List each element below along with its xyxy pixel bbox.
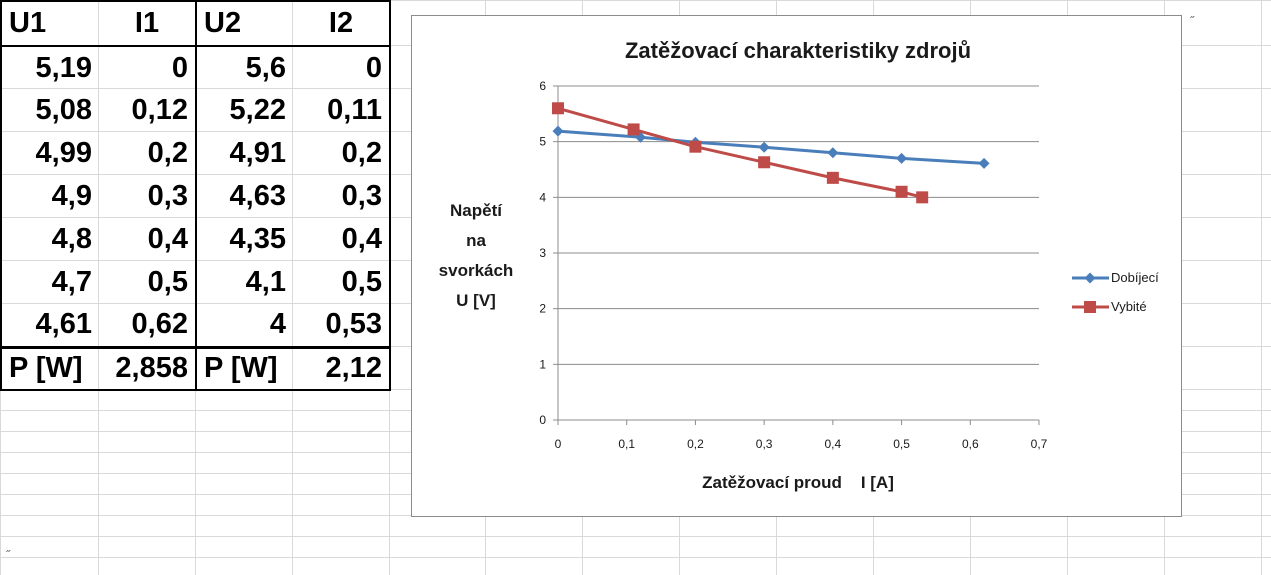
power-row: P [W] 2,858 P [W] 2,12 xyxy=(0,345,391,391)
x-tick-label: 0,3 xyxy=(756,437,773,451)
y-tick-label: 5 xyxy=(539,135,546,149)
y-axis-label: svorkách xyxy=(439,261,514,280)
power-value-cell[interactable]: 2,858 xyxy=(99,345,196,391)
y-tick-label: 2 xyxy=(539,302,546,316)
table-cell[interactable]: 4,7 xyxy=(0,261,99,304)
power-label-cell[interactable]: P [W] xyxy=(0,345,99,391)
data-point-marker xyxy=(689,140,702,153)
table-row: 4,99 0,2 4,91 0,2 xyxy=(0,132,391,175)
legend-label: Vybité xyxy=(1111,299,1147,314)
table-cell[interactable]: 0,3 xyxy=(293,175,391,218)
data-point-marker xyxy=(758,156,771,169)
table-cell[interactable]: 0,5 xyxy=(147,266,188,298)
measurement-table: U1 I1 U2 I2 5,19 0 5,6 0 5,08 0,12 5,22 0,11 4,99 0,2… xyxy=(0,0,391,391)
table-row: 4,9 0,3 4,63 0,3 xyxy=(0,175,391,218)
table-header-cell[interactable]: U2 xyxy=(195,0,293,47)
data-point-marker xyxy=(758,141,770,153)
table-cell[interactable]: 5,6 xyxy=(195,46,293,89)
x-axis-label: Zatěžovací proud I [A] xyxy=(702,473,894,492)
table-cell[interactable]: 4,35 xyxy=(195,218,293,261)
x-tick-label: 0,7 xyxy=(1031,437,1048,451)
table-cell[interactable]: 0,4 xyxy=(293,218,391,261)
table-cell[interactable]: 0,11 xyxy=(293,89,391,132)
legend-swatch-marker xyxy=(1084,272,1096,284)
chart-title: Zatěžovací charakteristiky zdrojů xyxy=(625,38,971,63)
table-cell[interactable]: 4,63 xyxy=(195,175,293,218)
y-axis-label: Napětí xyxy=(450,201,503,220)
data-point-marker xyxy=(552,125,564,137)
table-cell[interactable]: 0,53 xyxy=(293,304,391,347)
data-point-marker xyxy=(552,102,564,115)
table-cell[interactable]: 0,3 xyxy=(147,180,188,212)
table-cell[interactable]: 0,5 xyxy=(293,261,391,304)
x-tick-label: 0,1 xyxy=(618,437,635,451)
data-point-marker xyxy=(627,123,640,136)
table-header-cell[interactable]: I2 xyxy=(293,0,391,47)
y-tick-label: 6 xyxy=(539,79,546,93)
power-value-cell[interactable]: 2,12 xyxy=(293,345,391,391)
y-tick-label: 1 xyxy=(539,357,546,371)
table-cell[interactable]: 0,2 xyxy=(293,132,391,175)
table-cell[interactable]: 0,2 xyxy=(147,137,188,169)
chart-svg: Zatěžovací charakteristiky zdrojů 0 1 2 3 4 5 6… xyxy=(439,38,1159,492)
table-row: 4,8 0,4 4,35 0,4 xyxy=(0,218,391,261)
table-cell[interactable]: 4,91 xyxy=(195,132,293,175)
x-tick-label: 0,2 xyxy=(687,437,704,451)
legend-label: Dobíjecí xyxy=(1111,270,1159,285)
data-point-marker xyxy=(978,157,990,169)
table-cell[interactable]: 4,99 xyxy=(0,132,99,175)
x-tick-label: 0,6 xyxy=(962,437,979,451)
x-tick-label: 0,5 xyxy=(893,437,910,451)
table-row: 4,61 0,62 4 0,53 xyxy=(0,304,391,347)
table-cell[interactable]: 0,62 xyxy=(131,308,188,341)
data-point-marker xyxy=(916,191,929,204)
cell-mark-bottom-left: ˝ xyxy=(6,548,10,562)
y-tick-label: 0 xyxy=(539,413,546,427)
table-row: 4,7 0,5 4,1 0,5 xyxy=(0,261,391,304)
cell-mark-top-right: ˝ xyxy=(1190,14,1194,28)
series-vybite xyxy=(552,102,929,204)
data-point-marker xyxy=(826,171,839,184)
table-header-cell[interactable]: I1 xyxy=(99,0,196,47)
table-cell[interactable]: 5,08 xyxy=(0,89,99,132)
legend-swatch-marker xyxy=(1084,301,1096,313)
x-tick-label: 0,4 xyxy=(825,437,842,451)
table-cell[interactable]: 4,61 xyxy=(0,304,99,347)
chart-area[interactable]: Zatěžovací charakteristiky zdrojů 0 1 2 3 4 5 6… xyxy=(411,15,1182,517)
y-axis-label: U [V] xyxy=(456,291,496,310)
table-cell[interactable]: 5,19 xyxy=(0,46,99,89)
data-point-marker xyxy=(895,185,908,198)
y-axis-label: na xyxy=(466,231,486,250)
series-line xyxy=(557,129,985,165)
table-header-cell[interactable]: U1 xyxy=(0,0,99,47)
table-cell[interactable]: 0,4 xyxy=(147,223,188,255)
table-row: 5,19 0 5,6 0 xyxy=(0,46,391,89)
table-cell[interactable]: 5,22 xyxy=(195,89,293,132)
y-tick-label: 3 xyxy=(539,246,546,260)
legend: Dobíjecí Vybité xyxy=(1072,270,1159,314)
data-point-marker xyxy=(896,152,908,164)
table-cell[interactable]: 4,1 xyxy=(195,261,293,304)
x-tick-label: 0 xyxy=(555,437,562,451)
table-cell[interactable]: 4 xyxy=(195,304,293,347)
series-line xyxy=(557,106,923,199)
table-cell[interactable]: 4,9 xyxy=(0,175,99,218)
table-cell[interactable]: 4,8 xyxy=(0,218,99,261)
table-cell[interactable]: 0,12 xyxy=(131,94,188,126)
data-point-marker xyxy=(827,147,839,159)
power-label-cell[interactable]: P [W] xyxy=(195,345,293,391)
table-row: 5,08 0,12 5,22 0,11 xyxy=(0,89,391,132)
table-cell[interactable]: 0 xyxy=(171,51,188,84)
y-tick-label: 4 xyxy=(539,190,546,204)
table-cell[interactable]: 0 xyxy=(293,46,391,89)
